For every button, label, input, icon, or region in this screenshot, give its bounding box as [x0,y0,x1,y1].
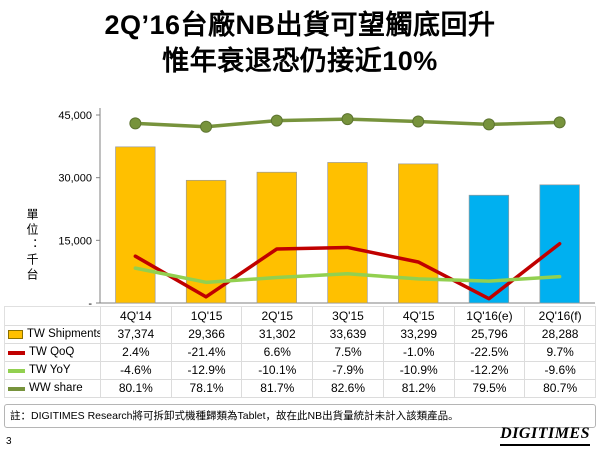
table-value: 78.1% [171,380,243,398]
table-value: 33,299 [383,326,455,344]
legend-tw-shipments: TW Shipments [5,326,101,344]
table-value: 2.4% [101,344,172,362]
table-value: -22.5% [454,344,526,362]
table-value: 31,302 [242,326,314,344]
table-value: 81.7% [242,380,314,398]
line-green-swatch [8,368,25,373]
table-value: -10.1% [242,362,314,380]
chart-area: 單位：千台 45,000 30,000 15,000 - [0,98,600,310]
y-axis-unit-label: 單位：千台 [25,208,39,283]
y-tick-label: 45,000 [58,110,92,122]
footnote: 註：DIGITIMES Research將可拆卸式機種歸類為Tablet，故在此… [4,404,596,428]
bar-3Q'15 [327,162,368,304]
data-table: 4Q'14 1Q'15 2Q'15 3Q'15 4Q'15 1Q'16(e) 2Q'16(f… [4,306,596,398]
table-value: 80.1% [101,380,172,398]
bar-4Q'15 [398,163,439,304]
table-value: 33,639 [313,326,384,344]
digitimes-logo: DIGITIMES [500,425,590,446]
table-value: 7.5% [313,344,384,362]
y-tick-label: - [88,298,92,310]
table-value: -12.2% [454,362,526,380]
bar-1Q'15 [185,179,227,304]
ww-share-marker [200,120,213,133]
line-olive-swatch [8,386,25,391]
chart-title-line2: 惟年衰退恐仍接近10% [162,45,438,76]
line-tw-qoq [133,241,562,301]
table-value: 80.7% [525,380,596,398]
chart-title: 2Q’16台廠NB出貨可望觸底回升 惟年衰退恐仍接近10% [0,0,600,79]
legend-ww-share: WW share [5,380,101,398]
category-label: 4Q'14 [101,307,172,326]
category-label: 2Q'15 [242,307,314,326]
ww-share-marker [129,117,142,130]
table-value: 25,796 [454,326,526,344]
combo-chart: 45,000 30,000 15,000 - [58,108,595,310]
table-value: 79.5% [454,380,526,398]
legend-tw-yoy: TW YoY [5,362,101,380]
table-value: -7.9% [313,362,384,380]
y-tick-label: 30,000 [58,173,92,185]
category-label: 1Q'15 [171,307,243,326]
bar-1Q'16(e) [468,194,510,304]
table-value: -10.9% [383,362,455,380]
table-value: 81.2% [383,380,455,398]
page-number: 3 [6,436,12,447]
line-red-swatch [8,350,25,355]
category-label: 3Q'15 [313,307,384,326]
category-label: 1Q'16(e) [454,307,526,326]
ww-share-marker [553,116,566,129]
ww-share-marker [482,118,495,131]
chart-title-line1: 2Q’16台廠NB出貨可望觸底回升 [104,10,496,40]
legend-label: TW QoQ [29,346,75,358]
y-tick-label: 15,000 [58,235,92,247]
table-value: 6.6% [242,344,314,362]
bar-2Q'15 [256,171,297,304]
legend-label: TW Shipments [27,328,101,340]
ww-share-marker [270,114,283,127]
table-corner [5,307,101,326]
bar-yellow-swatch [8,330,23,339]
line-tw-yoy [133,266,562,285]
table-value: 9.7% [525,344,596,362]
category-label: 4Q'15 [383,307,455,326]
legend-label: TW YoY [29,364,71,376]
bar-4Q'14 [115,146,156,304]
table-value: 28,288 [525,326,596,344]
ww-share-marker [412,115,425,128]
table-value: -1.0% [383,344,455,362]
table-value: -12.9% [171,362,243,380]
category-label: 2Q'16(f) [525,307,596,326]
ww-share-marker [341,113,354,126]
legend-tw-qoq: TW QoQ [5,344,101,362]
table-value: -21.4% [171,344,243,362]
table-value: 37,374 [101,326,172,344]
legend-label: WW share [29,382,83,394]
table-value: 82.6% [313,380,384,398]
table-value: -9.6% [525,362,596,380]
table-value: -4.6% [101,362,172,380]
table-value: 29,366 [171,326,243,344]
